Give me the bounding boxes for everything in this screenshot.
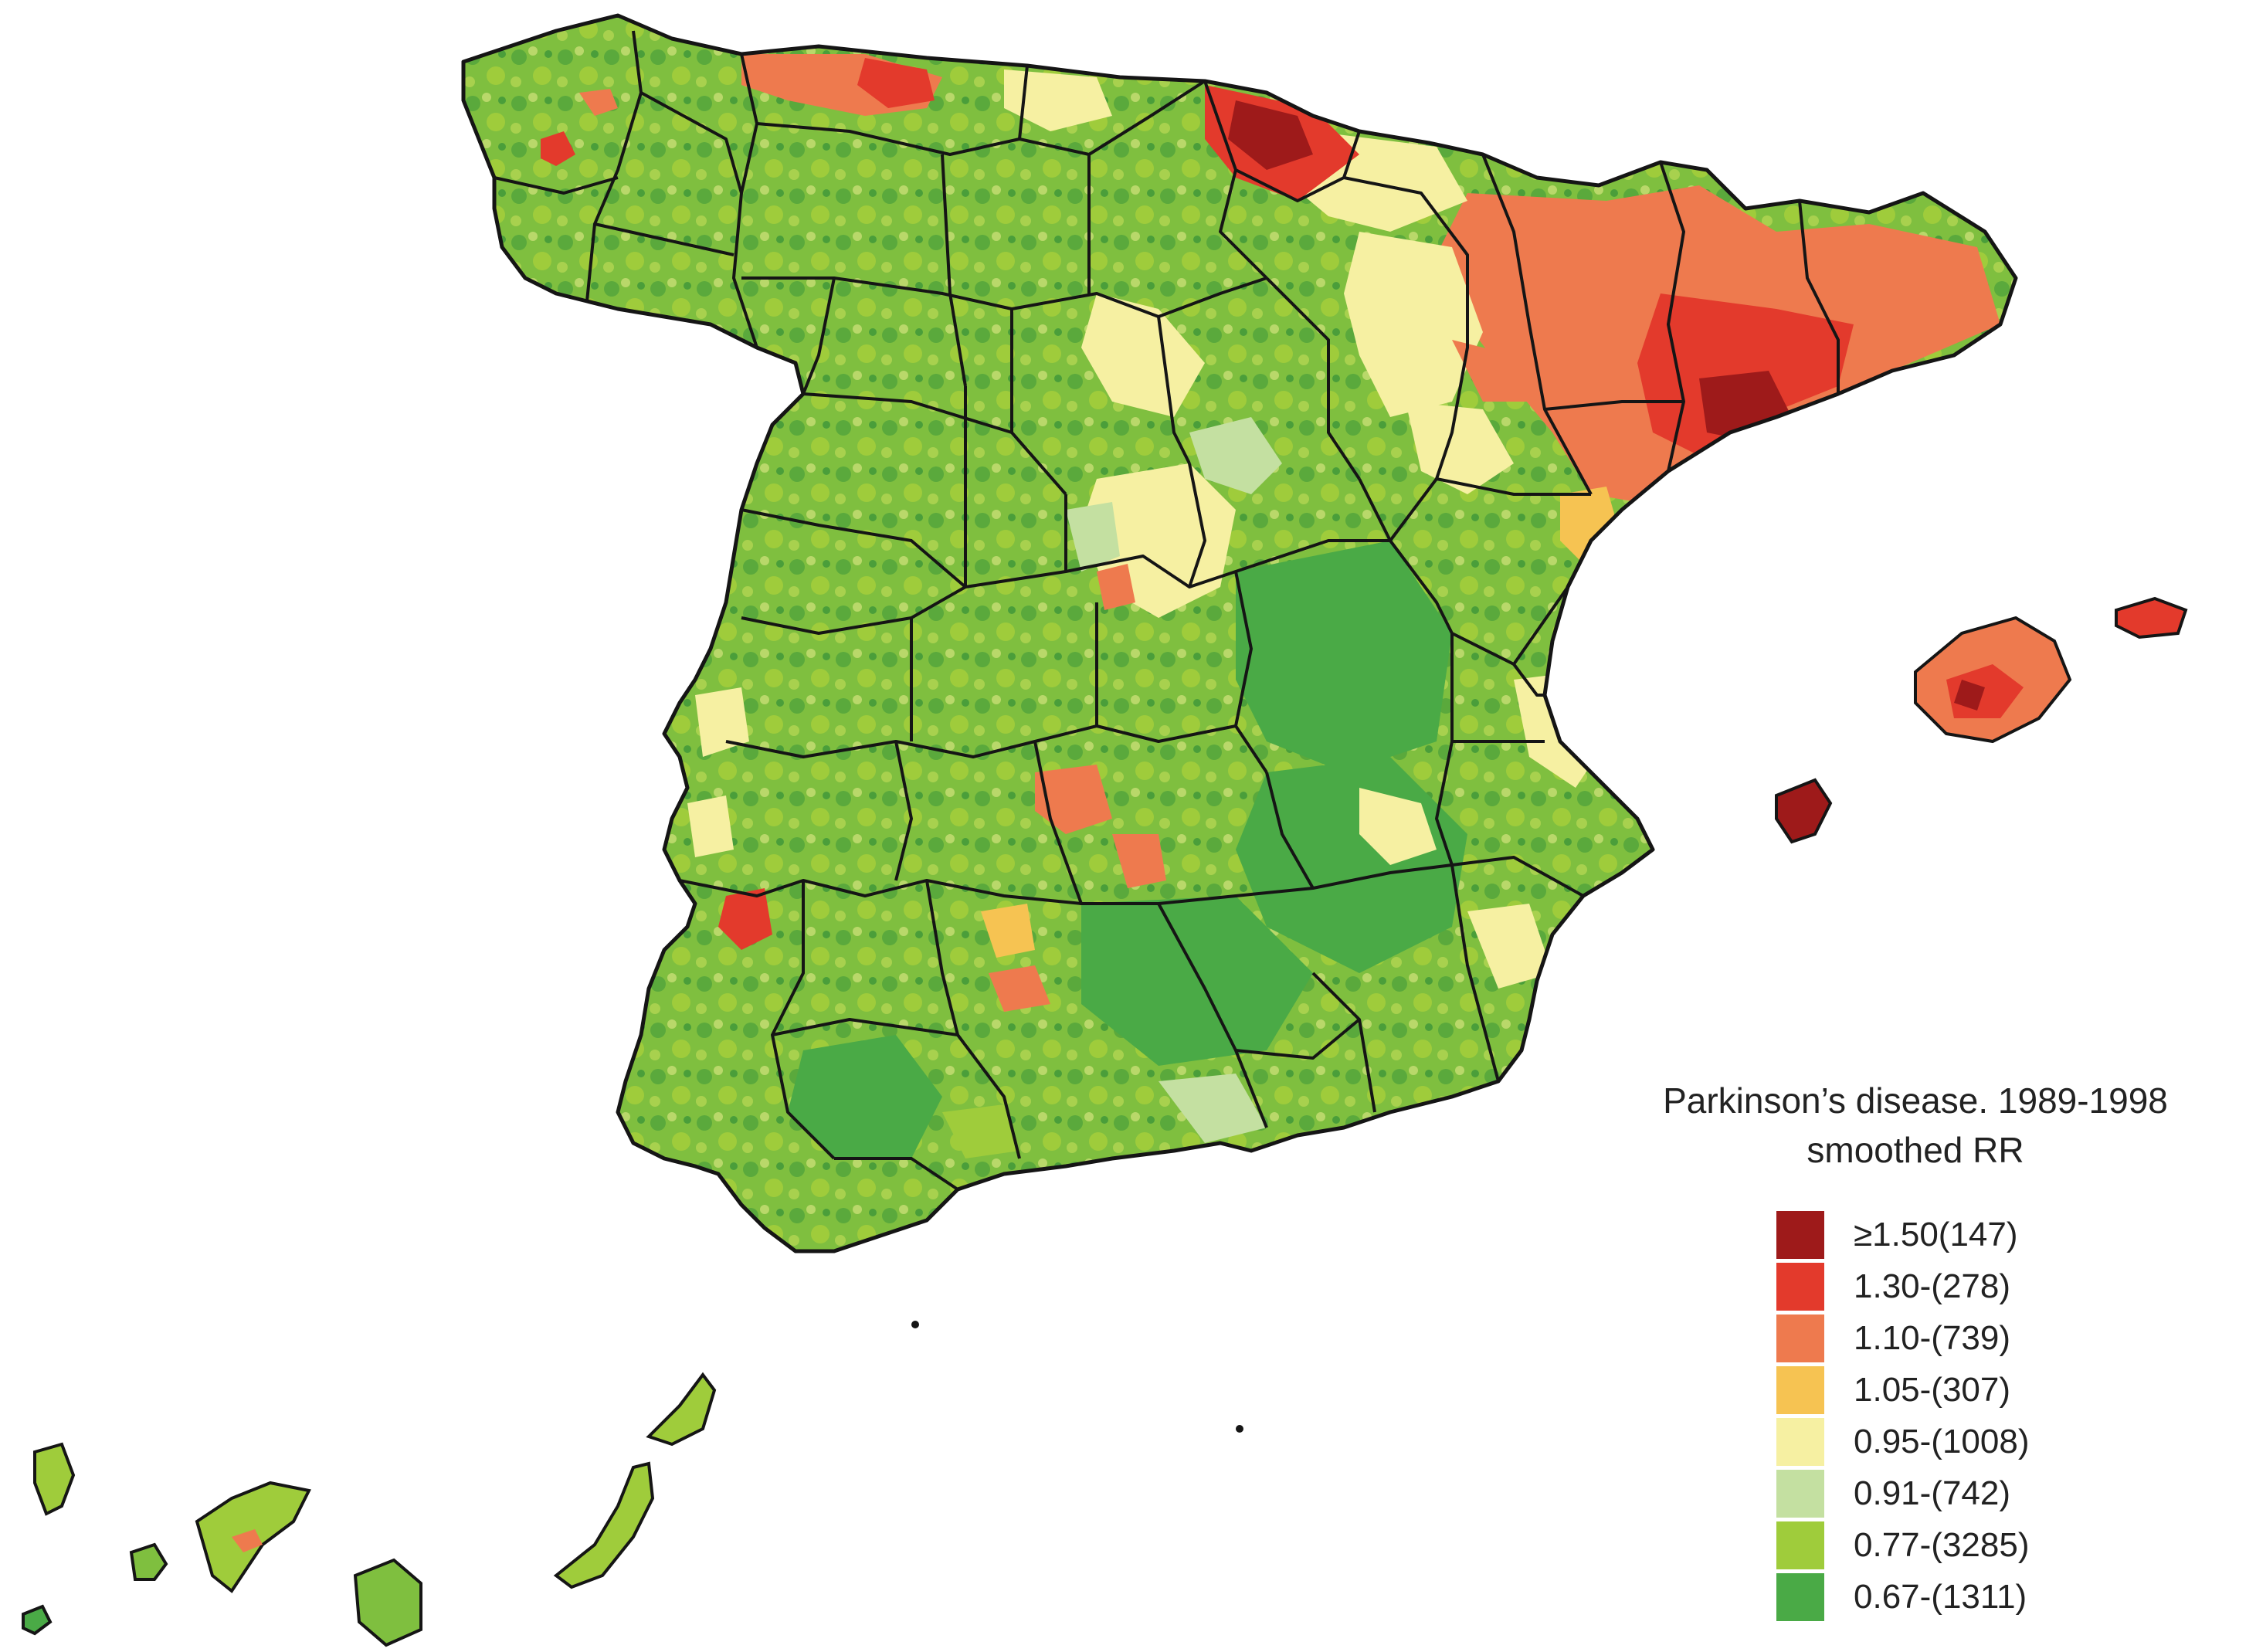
rr-patches (541, 54, 2000, 1158)
legend-label: 1.10-(739) (1854, 1319, 2011, 1357)
legend-swatch (1776, 1263, 1824, 1311)
legend-title-line2: smoothed RR (1806, 1130, 2024, 1170)
legend-swatch (1776, 1521, 1824, 1569)
legend-swatch (1776, 1314, 1824, 1362)
legend-swatch (1776, 1211, 1824, 1259)
legend-swatch (1776, 1366, 1824, 1414)
legend-label: ≥1.50(147) (1854, 1216, 2018, 1253)
legend-label: 0.95-(1008) (1854, 1423, 2030, 1460)
province-borders (461, 13, 2018, 1253)
legend-swatch (1776, 1573, 1824, 1621)
mainland-spain (461, 13, 2018, 1253)
legend-label: 0.91-(742) (1854, 1474, 2011, 1512)
legend-label: 1.05-(307) (1854, 1371, 2011, 1409)
legend-label: 0.77-(3285) (1854, 1526, 2030, 1564)
legend-swatch (1776, 1418, 1824, 1466)
legend-title-line1: Parkinson’s disease. 1989-1998 (1663, 1080, 2168, 1121)
canary-islands (22, 1372, 717, 1647)
legend-label: 0.67-(1311) (1854, 1578, 2027, 1616)
legend-swatch (1776, 1470, 1824, 1518)
legend-label: 1.30-(278) (1854, 1267, 2011, 1305)
balearic-islands (1775, 596, 2188, 844)
